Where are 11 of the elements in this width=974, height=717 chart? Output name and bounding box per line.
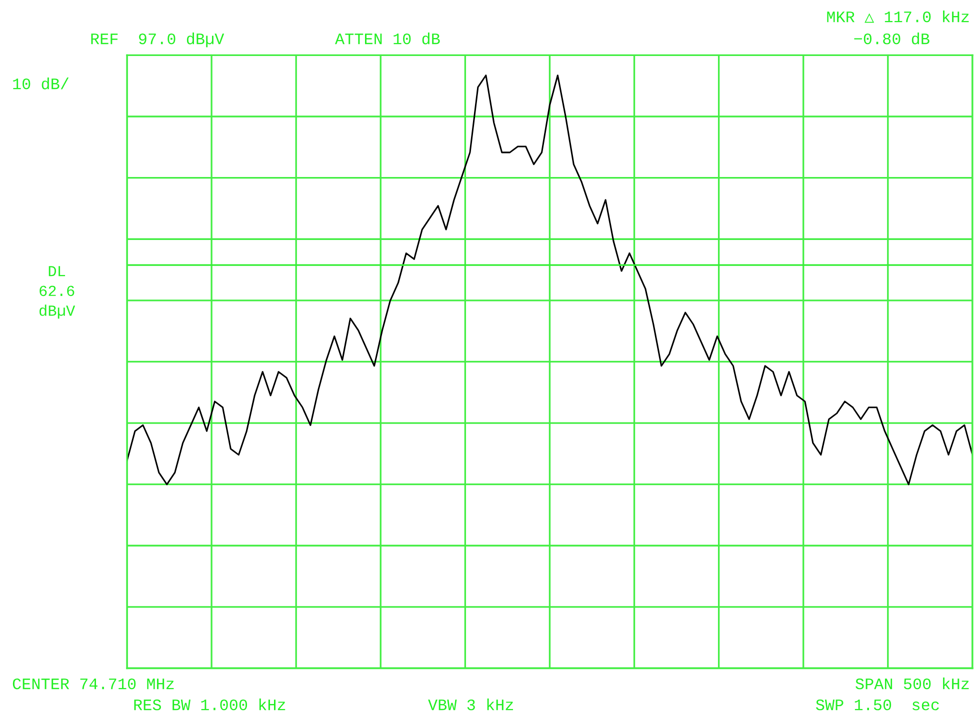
text: MKR △ 117.0 kHz [827,10,969,23]
text: RES BW 1.000 kHz [134,698,286,710]
ref-line-label: DL 62.6 dBµV [40,266,76,319]
text: SWP 1.50 sec [816,699,939,710]
text: CENTER 74.710 MHz [12,678,174,690]
text: VBW 3 kHz [428,698,514,710]
text: SPAN 500 kHz [856,678,969,690]
text: REF 97.0 dBµV [91,32,224,48]
text: 10 dB/ [13,78,69,90]
text: ATTEN 10 dB [335,32,440,44]
text: −0.80 dB [854,32,930,44]
